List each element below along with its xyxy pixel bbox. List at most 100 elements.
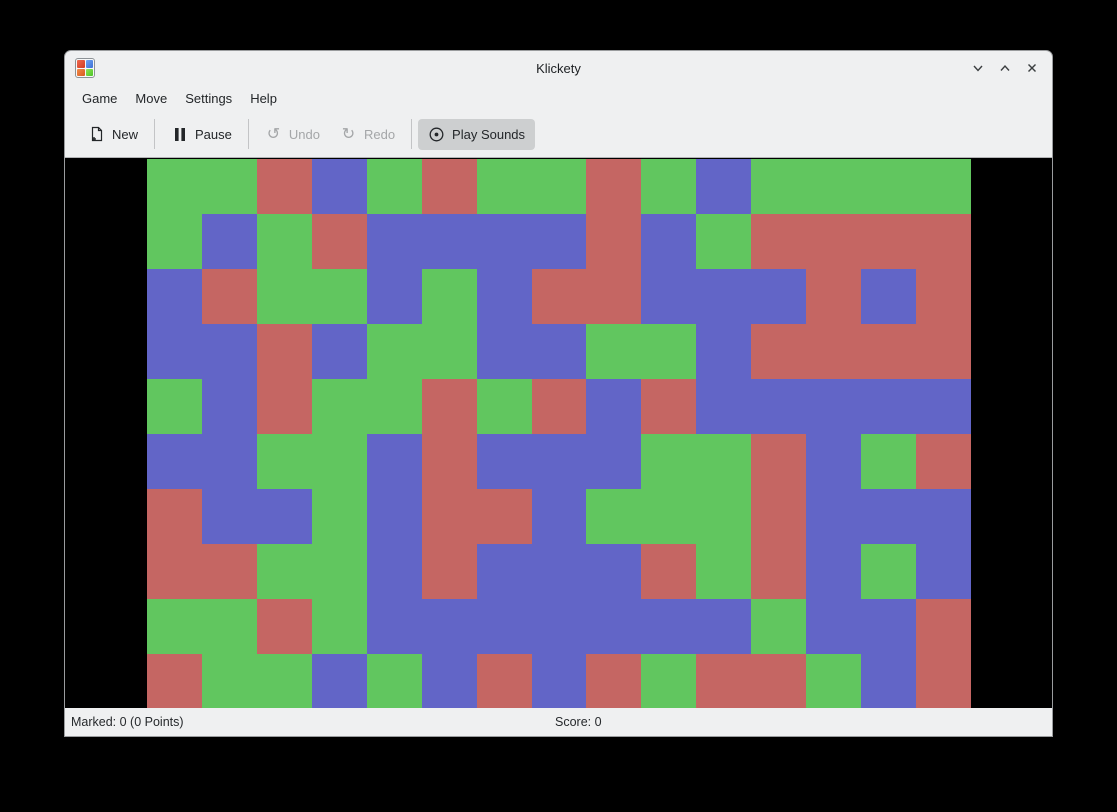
- board-cell[interactable]: [421, 324, 477, 379]
- board-cell[interactable]: [147, 489, 202, 544]
- minimize-icon[interactable]: [970, 60, 986, 76]
- board-cell[interactable]: [147, 269, 202, 324]
- board-cell[interactable]: [806, 654, 862, 709]
- board-cell[interactable]: [366, 379, 422, 434]
- board-cell[interactable]: [201, 544, 257, 599]
- board-cell[interactable]: [201, 654, 257, 709]
- board-cell[interactable]: [586, 324, 642, 379]
- board-cell[interactable]: [476, 159, 532, 214]
- board-cell[interactable]: [641, 434, 697, 489]
- board-cell[interactable]: [476, 434, 532, 489]
- board-cell[interactable]: [531, 544, 587, 599]
- board-cell[interactable]: [366, 489, 422, 544]
- menu-move[interactable]: Move: [135, 90, 168, 106]
- board-cell[interactable]: [311, 214, 367, 269]
- board-cell[interactable]: [916, 324, 971, 379]
- board-cell[interactable]: [311, 379, 367, 434]
- board-cell[interactable]: [311, 489, 367, 544]
- board-cell[interactable]: [366, 159, 422, 214]
- board-cell[interactable]: [147, 654, 202, 709]
- board-cell[interactable]: [916, 434, 971, 489]
- board-cell[interactable]: [751, 489, 807, 544]
- board-cell[interactable]: [421, 434, 477, 489]
- board-cell[interactable]: [751, 434, 807, 489]
- board-cell[interactable]: [696, 269, 752, 324]
- board-cell[interactable]: [586, 654, 642, 709]
- board-cell[interactable]: [366, 434, 422, 489]
- board-cell[interactable]: [311, 434, 367, 489]
- board-cell[interactable]: [311, 324, 367, 379]
- new-button[interactable]: New: [78, 119, 148, 150]
- board-cell[interactable]: [421, 654, 477, 709]
- board-cell[interactable]: [531, 214, 587, 269]
- maximize-icon[interactable]: [997, 60, 1013, 76]
- board-cell[interactable]: [531, 434, 587, 489]
- menu-settings[interactable]: Settings: [185, 90, 233, 106]
- board-cell[interactable]: [476, 269, 532, 324]
- board-cell[interactable]: [256, 159, 312, 214]
- board-cell[interactable]: [751, 654, 807, 709]
- board-cell[interactable]: [696, 489, 752, 544]
- board-cell[interactable]: [531, 269, 587, 324]
- board-cell[interactable]: [256, 599, 312, 654]
- board-cell[interactable]: [586, 269, 642, 324]
- board-cell[interactable]: [861, 214, 917, 269]
- board-cell[interactable]: [201, 214, 257, 269]
- board-cell[interactable]: [256, 544, 312, 599]
- board-cell[interactable]: [201, 434, 257, 489]
- board-cell[interactable]: [256, 489, 312, 544]
- board-cell[interactable]: [311, 159, 367, 214]
- board-cell[interactable]: [641, 544, 697, 599]
- board-cell[interactable]: [641, 599, 697, 654]
- board-cell[interactable]: [806, 269, 862, 324]
- board-cell[interactable]: [751, 379, 807, 434]
- board-cell[interactable]: [531, 379, 587, 434]
- board-cell[interactable]: [916, 544, 971, 599]
- board-cell[interactable]: [311, 599, 367, 654]
- board-cell[interactable]: [311, 544, 367, 599]
- board-cell[interactable]: [806, 214, 862, 269]
- board-cell[interactable]: [696, 214, 752, 269]
- board-cell[interactable]: [861, 159, 917, 214]
- board-cell[interactable]: [916, 214, 971, 269]
- board-cell[interactable]: [916, 599, 971, 654]
- board-cell[interactable]: [147, 214, 202, 269]
- board-cell[interactable]: [366, 214, 422, 269]
- board-cell[interactable]: [147, 324, 202, 379]
- board-cell[interactable]: [861, 324, 917, 379]
- board-cell[interactable]: [861, 434, 917, 489]
- board-cell[interactable]: [696, 434, 752, 489]
- board-cell[interactable]: [147, 599, 202, 654]
- board-cell[interactable]: [751, 159, 807, 214]
- board-cell[interactable]: [586, 599, 642, 654]
- board-cell[interactable]: [147, 159, 202, 214]
- board-cell[interactable]: [696, 379, 752, 434]
- board-cell[interactable]: [916, 159, 971, 214]
- board-cell[interactable]: [476, 379, 532, 434]
- board-cell[interactable]: [586, 489, 642, 544]
- board-cell[interactable]: [476, 489, 532, 544]
- board-cell[interactable]: [696, 654, 752, 709]
- board-cell[interactable]: [751, 544, 807, 599]
- board-cell[interactable]: [476, 324, 532, 379]
- board-cell[interactable]: [256, 269, 312, 324]
- board-cell[interactable]: [641, 269, 697, 324]
- menu-game[interactable]: Game: [82, 90, 118, 106]
- redo-button[interactable]: ↻ Redo: [330, 119, 405, 150]
- board-cell[interactable]: [256, 379, 312, 434]
- board-cell[interactable]: [641, 214, 697, 269]
- board-cell[interactable]: [586, 214, 642, 269]
- board-cell[interactable]: [421, 159, 477, 214]
- board-cell[interactable]: [861, 599, 917, 654]
- close-icon[interactable]: [1024, 60, 1040, 76]
- board-cell[interactable]: [421, 379, 477, 434]
- board-cell[interactable]: [751, 269, 807, 324]
- play-sounds-button[interactable]: Play Sounds: [418, 118, 536, 150]
- titlebar[interactable]: Klickety: [65, 51, 1052, 85]
- board-cell[interactable]: [531, 324, 587, 379]
- board-cell[interactable]: [806, 379, 862, 434]
- board-cell[interactable]: [366, 324, 422, 379]
- board-cell[interactable]: [476, 214, 532, 269]
- board-cell[interactable]: [256, 654, 312, 709]
- board-cell[interactable]: [861, 654, 917, 709]
